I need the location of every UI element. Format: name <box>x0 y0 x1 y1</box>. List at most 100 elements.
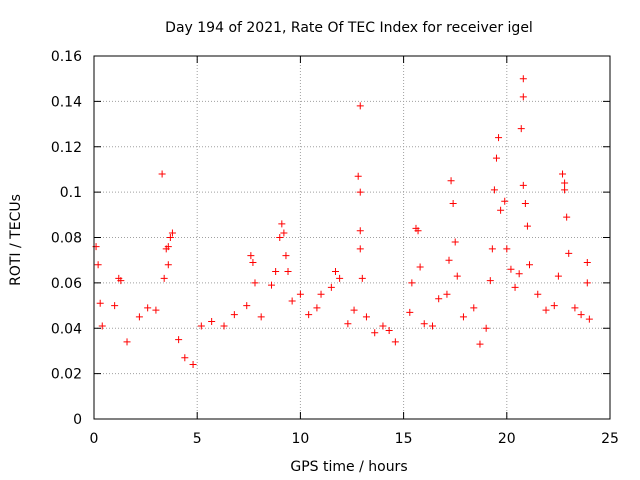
data-point <box>123 338 131 346</box>
data-point <box>94 261 102 269</box>
data-point <box>313 304 321 312</box>
data-point <box>451 238 459 246</box>
data-point <box>542 306 550 314</box>
data-point <box>519 75 527 83</box>
axis-ticks <box>93 55 611 420</box>
data-point <box>495 134 503 142</box>
data-point <box>515 270 523 278</box>
data-point <box>561 179 569 187</box>
data-point <box>517 125 525 133</box>
x-tick-labels: 0 5 10 15 20 25 <box>90 431 619 447</box>
x-tick-label: 10 <box>291 431 309 447</box>
data-point <box>554 272 562 280</box>
data-points <box>92 75 593 369</box>
data-point <box>356 102 364 110</box>
data-point <box>336 274 344 282</box>
data-point <box>350 306 358 314</box>
data-point <box>563 213 571 221</box>
data-point <box>406 308 414 316</box>
y-tick-label: 0.06 <box>51 276 82 292</box>
data-point <box>356 188 364 196</box>
data-point <box>181 354 189 362</box>
data-point <box>486 277 494 285</box>
y-tick-label: 0.14 <box>51 94 82 110</box>
data-point <box>282 252 290 260</box>
data-point <box>565 249 573 257</box>
data-point <box>251 279 259 287</box>
y-tick-label: 0.16 <box>51 49 82 65</box>
data-point <box>453 272 461 280</box>
data-point <box>168 229 176 237</box>
data-point <box>152 306 160 314</box>
data-point <box>391 338 399 346</box>
data-point <box>249 258 257 266</box>
chart-title: Day 194 of 2021, Rate Of TEC Index for r… <box>165 20 533 36</box>
data-point <box>559 170 567 178</box>
x-tick-label: 25 <box>601 431 619 447</box>
data-point <box>507 265 515 273</box>
data-point <box>585 315 593 323</box>
data-point <box>583 258 591 266</box>
data-point <box>354 172 362 180</box>
data-point <box>362 313 370 321</box>
data-point <box>503 245 511 253</box>
data-point <box>144 304 152 312</box>
data-point <box>356 227 364 235</box>
y-tick-label: 0 <box>73 412 82 428</box>
x-tick-label: 0 <box>90 431 99 447</box>
data-point <box>331 268 339 276</box>
data-point <box>327 283 335 291</box>
data-point <box>519 181 527 189</box>
data-point <box>278 220 286 228</box>
data-point <box>344 320 352 328</box>
data-point <box>268 281 276 289</box>
data-point <box>445 256 453 264</box>
x-tick-label: 20 <box>498 431 516 447</box>
data-point <box>416 263 424 271</box>
data-point <box>408 279 416 287</box>
data-point <box>534 290 542 298</box>
data-point <box>317 290 325 298</box>
data-point <box>492 154 500 162</box>
x-tick-label: 15 <box>395 431 413 447</box>
y-tick-label: 0.02 <box>51 367 82 383</box>
data-point <box>482 324 490 332</box>
data-point <box>476 340 484 348</box>
data-point <box>164 261 172 269</box>
data-point <box>447 177 455 185</box>
data-point <box>519 93 527 101</box>
data-point <box>571 304 579 312</box>
data-point <box>247 252 255 260</box>
data-point <box>435 295 443 303</box>
data-point <box>490 186 498 194</box>
y-tick-label: 0.1 <box>60 185 82 201</box>
data-point <box>420 320 428 328</box>
data-point <box>208 317 216 325</box>
data-point <box>280 229 288 237</box>
data-point <box>284 268 292 276</box>
data-point <box>96 299 104 307</box>
data-point <box>257 313 265 321</box>
data-point <box>296 290 304 298</box>
data-point <box>305 311 313 319</box>
data-point <box>166 234 174 241</box>
data-point <box>197 322 205 330</box>
data-point <box>501 197 509 205</box>
grid-lines <box>94 56 610 419</box>
data-point <box>175 336 183 344</box>
data-point <box>164 243 172 251</box>
data-point <box>98 322 106 330</box>
data-point <box>276 234 284 241</box>
data-point <box>158 170 166 178</box>
data-point <box>288 297 296 305</box>
data-point <box>220 322 228 330</box>
data-point <box>428 322 436 330</box>
y-tick-label: 0.08 <box>51 231 82 247</box>
data-point <box>521 199 529 207</box>
data-point <box>561 186 569 194</box>
data-point <box>459 313 467 321</box>
data-point <box>523 222 531 230</box>
data-point <box>470 304 478 312</box>
data-point <box>189 361 197 369</box>
data-point <box>230 311 238 319</box>
